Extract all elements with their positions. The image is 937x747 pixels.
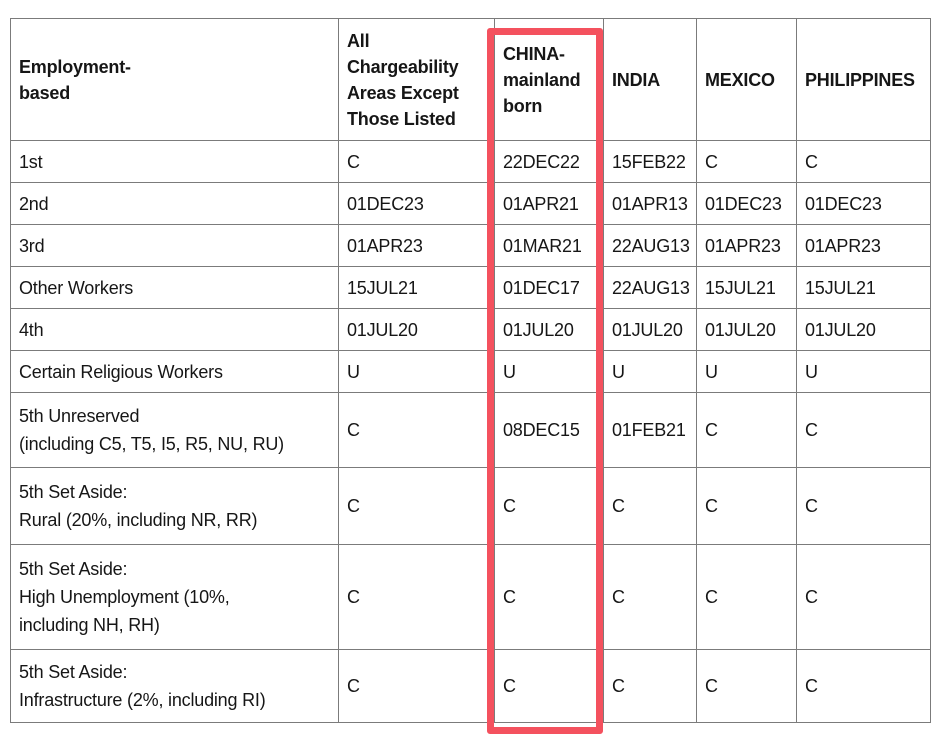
data-cell-all-areas: C [338, 544, 495, 650]
data-cell-philippines: C [796, 392, 931, 468]
data-cell-philippines: C [796, 140, 931, 183]
data-cell-india: C [603, 467, 697, 545]
data-cell-india: 01JUL20 [603, 308, 697, 351]
header-cell-china: CHINA-mainland born [494, 18, 604, 141]
data-cell-india: 01APR13 [603, 182, 697, 225]
visa-bulletin-table: Employment-based All Chargeability Areas Ex… [10, 18, 931, 723]
data-cell-mexico: 01APR23 [696, 224, 797, 267]
row-label-cell: 5th Set Aside: Rural (20%, including NR, … [10, 467, 339, 545]
data-cell-mexico: 01DEC23 [696, 182, 797, 225]
data-cell-india: C [603, 649, 697, 723]
data-cell-india: U [603, 350, 697, 393]
row-label-cell: 3rd [10, 224, 339, 267]
data-cell-india: 15FEB22 [603, 140, 697, 183]
table-row: 2nd 01DEC23 01APR21 01APR13 01DEC23 01DEC23 [10, 182, 931, 225]
table-row: 3rd 01APR23 01MAR21 22AUG13 01APR23 01APR23 [10, 224, 931, 267]
row-label-cell: 4th [10, 308, 339, 351]
data-cell-mexico: C [696, 649, 797, 723]
data-cell-all-areas: 01JUL20 [338, 308, 495, 351]
table-row: Other Workers 15JUL21 01DEC17 22AUG13 15JUL2… [10, 266, 931, 309]
row-label-cell: 5th Set Aside: High Unemployment (10%, inc… [10, 544, 339, 650]
data-cell-philippines: C [796, 649, 931, 723]
data-cell-china: C [494, 467, 604, 545]
data-cell-philippines: 01APR23 [796, 224, 931, 267]
data-cell-all-areas: C [338, 140, 495, 183]
data-cell-china: 01MAR21 [494, 224, 604, 267]
row-label-cell: 2nd [10, 182, 339, 225]
header-cell-mexico: MEXICO [696, 18, 797, 141]
data-cell-philippines: C [796, 544, 931, 650]
data-cell-all-areas: C [338, 392, 495, 468]
data-cell-all-areas: 01DEC23 [338, 182, 495, 225]
row-label-cell: 1st [10, 140, 339, 183]
row-label-cell: Other Workers [10, 266, 339, 309]
data-cell-philippines: 15JUL21 [796, 266, 931, 309]
table-row: 5th Set Aside: High Unemployment (10%, inc… [10, 544, 931, 650]
data-cell-mexico: 15JUL21 [696, 266, 797, 309]
data-cell-mexico: C [696, 392, 797, 468]
row-label-cell: 5th Unreserved (including C5, T5, I5, R5,… [10, 392, 339, 468]
data-cell-china: 22DEC22 [494, 140, 604, 183]
data-cell-china: U [494, 350, 604, 393]
header-cell-all-areas: All Chargeability Areas Except Those Listed [338, 18, 495, 141]
table-row: 4th 01JUL20 01JUL20 01JUL20 01JUL20 01JUL20 [10, 308, 931, 351]
data-cell-india: 01FEB21 [603, 392, 697, 468]
table-body: 1st C 22DEC22 15FEB22 C C 2nd 01DEC23 01APR21 01A… [10, 140, 931, 723]
header-cell-philippines: PHILIPPINES [796, 18, 931, 141]
table-row: 5th Set Aside: Rural (20%, including NR, … [10, 467, 931, 545]
data-cell-all-areas: U [338, 350, 495, 393]
table-header: Employment-based All Chargeability Areas Ex… [10, 18, 931, 141]
data-cell-china: 08DEC15 [494, 392, 604, 468]
header-cell-india: INDIA [603, 18, 697, 141]
table-row: Certain Religious Workers U U U U U [10, 350, 931, 393]
header-cell-category: Employment-based [10, 18, 339, 141]
data-cell-all-areas: 15JUL21 [338, 266, 495, 309]
data-cell-philippines: U [796, 350, 931, 393]
data-cell-all-areas: 01APR23 [338, 224, 495, 267]
data-cell-philippines: 01JUL20 [796, 308, 931, 351]
data-cell-mexico: C [696, 467, 797, 545]
data-cell-china: 01JUL20 [494, 308, 604, 351]
data-cell-all-areas: C [338, 649, 495, 723]
data-cell-china: C [494, 649, 604, 723]
data-cell-mexico: U [696, 350, 797, 393]
table-row: 5th Unreserved (including C5, T5, I5, R5,… [10, 392, 931, 468]
data-cell-philippines: C [796, 467, 931, 545]
table-row: 5th Set Aside: Infrastructure (2%, includ… [10, 649, 931, 723]
data-cell-mexico: C [696, 544, 797, 650]
data-cell-india: 22AUG13 [603, 266, 697, 309]
table-row: 1st C 22DEC22 15FEB22 C C [10, 140, 931, 183]
data-cell-india: 22AUG13 [603, 224, 697, 267]
row-label-cell: 5th Set Aside: Infrastructure (2%, includ… [10, 649, 339, 723]
data-cell-india: C [603, 544, 697, 650]
data-cell-china: 01DEC17 [494, 266, 604, 309]
row-label-cell: Certain Religious Workers [10, 350, 339, 393]
data-cell-mexico: C [696, 140, 797, 183]
data-cell-all-areas: C [338, 467, 495, 545]
data-cell-philippines: 01DEC23 [796, 182, 931, 225]
data-cell-china: C [494, 544, 604, 650]
data-cell-china: 01APR21 [494, 182, 604, 225]
data-cell-mexico: 01JUL20 [696, 308, 797, 351]
